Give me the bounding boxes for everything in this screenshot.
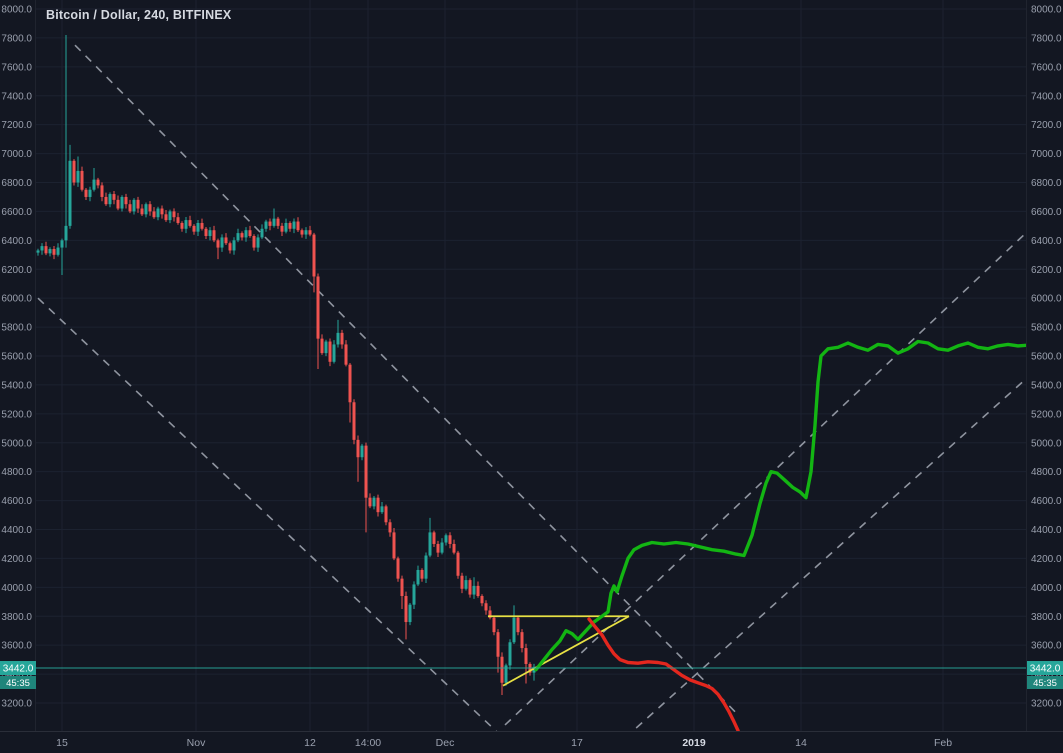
svg-text:3600.0: 3600.0 — [1031, 641, 1062, 652]
svg-text:5800.0: 5800.0 — [1031, 323, 1062, 334]
svg-text:14:00: 14:00 — [355, 737, 381, 749]
svg-text:17: 17 — [571, 737, 583, 749]
svg-text:5400.0: 5400.0 — [1, 380, 32, 391]
svg-text:12: 12 — [304, 737, 316, 749]
svg-text:5600.0: 5600.0 — [1, 352, 32, 363]
svg-text:14: 14 — [795, 737, 807, 749]
svg-text:6200.0: 6200.0 — [1031, 265, 1062, 276]
svg-text:Dec: Dec — [436, 737, 455, 749]
svg-text:6800.0: 6800.0 — [1, 178, 32, 189]
svg-text:3800.0: 3800.0 — [1, 612, 32, 623]
svg-text:6800.0: 6800.0 — [1031, 178, 1062, 189]
svg-text:7400.0: 7400.0 — [1031, 91, 1062, 102]
svg-text:3200.0: 3200.0 — [1, 699, 32, 710]
svg-text:6200.0: 6200.0 — [1, 265, 32, 276]
svg-text:4400.0: 4400.0 — [1, 525, 32, 536]
svg-text:7800.0: 7800.0 — [1, 33, 32, 44]
svg-text:6000.0: 6000.0 — [1031, 294, 1062, 305]
svg-text:4000.0: 4000.0 — [1031, 583, 1062, 594]
svg-text:3200.0: 3200.0 — [1031, 699, 1062, 710]
svg-text:15: 15 — [56, 737, 68, 749]
svg-text:5800.0: 5800.0 — [1, 323, 32, 334]
svg-text:3600.0: 3600.0 — [1, 641, 32, 652]
svg-text:7800.0: 7800.0 — [1031, 33, 1062, 44]
svg-text:4600.0: 4600.0 — [1, 496, 32, 507]
svg-text:3442.0: 3442.0 — [1030, 664, 1061, 675]
svg-text:5400.0: 5400.0 — [1031, 380, 1062, 391]
candles — [36, 35, 536, 696]
svg-text:Nov: Nov — [187, 737, 206, 749]
svg-text:6000.0: 6000.0 — [1, 294, 32, 305]
time-axis[interactable]: 15 Nov 12 14:00 Dec 17 2019 14 Feb — [56, 737, 952, 749]
svg-text:5000.0: 5000.0 — [1, 438, 32, 449]
right-price-axis[interactable]: 3200.0 3400.0 3600.0 3800.0 4000.0 4200.0 4400… — [1031, 5, 1062, 710]
svg-text:3442.0: 3442.0 — [3, 664, 34, 675]
svg-text:45:35: 45:35 — [6, 678, 30, 689]
svg-text:4400.0: 4400.0 — [1031, 525, 1062, 536]
svg-text:3400.0: 3400.0 — [1031, 670, 1062, 681]
svg-text:4200.0: 4200.0 — [1031, 554, 1062, 565]
svg-text:7000.0: 7000.0 — [1, 149, 32, 160]
svg-text:4000.0: 4000.0 — [1, 583, 32, 594]
svg-text:6400.0: 6400.0 — [1, 236, 32, 247]
svg-text:6600.0: 6600.0 — [1, 207, 32, 218]
axis-borders — [0, 0, 1063, 732]
svg-text:5200.0: 5200.0 — [1031, 409, 1062, 420]
svg-text:5000.0: 5000.0 — [1031, 438, 1062, 449]
left-price-axis[interactable]: 3200.0 3400.0 3600.0 3800.0 4000.0 4200.0 4400… — [1, 5, 32, 710]
grid — [36, 0, 1026, 731]
projection-lines[interactable] — [534, 339, 1027, 731]
svg-text:4800.0: 4800.0 — [1031, 467, 1062, 478]
svg-text:4600.0: 4600.0 — [1031, 496, 1062, 507]
svg-text:3400.0: 3400.0 — [1, 670, 32, 681]
svg-text:8000.0: 8000.0 — [1031, 5, 1062, 16]
svg-text:6400.0: 6400.0 — [1031, 236, 1062, 247]
svg-text:5200.0: 5200.0 — [1, 409, 32, 420]
svg-text:7600.0: 7600.0 — [1, 62, 32, 73]
last-price-labels: 3442.0 45:35 3442.0 45:35 — [0, 661, 1063, 690]
svg-text:7200.0: 7200.0 — [1031, 120, 1062, 131]
svg-text:4200.0: 4200.0 — [1, 554, 32, 565]
svg-text:7200.0: 7200.0 — [1, 120, 32, 131]
chart-title[interactable]: Bitcoin / Dollar, 240, BITFINEX — [46, 8, 232, 22]
svg-text:7600.0: 7600.0 — [1031, 62, 1062, 73]
svg-text:Feb: Feb — [934, 737, 952, 749]
svg-text:7000.0: 7000.0 — [1031, 149, 1062, 160]
svg-text:6600.0: 6600.0 — [1031, 207, 1062, 218]
triangle-drawing[interactable] — [488, 615, 630, 687]
svg-text:4800.0: 4800.0 — [1, 467, 32, 478]
svg-text:5600.0: 5600.0 — [1031, 352, 1062, 363]
svg-text:45:35: 45:35 — [1033, 678, 1057, 689]
svg-text:3800.0: 3800.0 — [1031, 612, 1062, 623]
svg-text:7400.0: 7400.0 — [1, 91, 32, 102]
svg-text:2019: 2019 — [682, 737, 706, 749]
trendlines[interactable] — [37, 44, 1027, 738]
svg-text:8000.0: 8000.0 — [1, 5, 32, 16]
